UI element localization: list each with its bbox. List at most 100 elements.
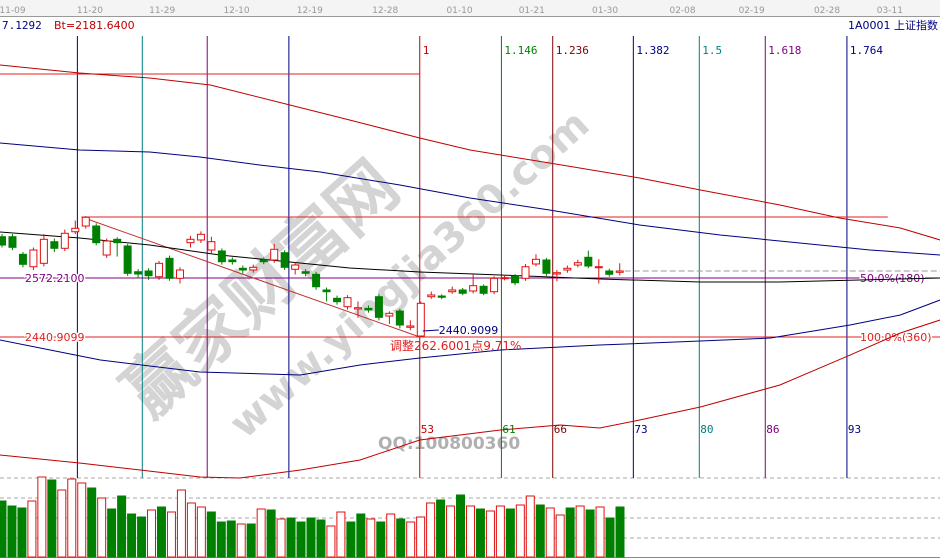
price-level-label: 2572.2100 (25, 272, 85, 285)
date-tick-label: 02-08 (669, 6, 695, 16)
indicator-line (0, 64, 940, 241)
volume-bar-down (127, 513, 137, 558)
volume-bar-up (77, 482, 87, 558)
volume-bar-up (236, 523, 246, 558)
candle-up (353, 307, 362, 310)
candle-up (594, 266, 603, 269)
date-tick-label: 12-28 (372, 6, 398, 16)
volume-bar-up (196, 506, 206, 558)
date-tick-label: 12-19 (297, 6, 323, 16)
low-point-pointer (422, 329, 439, 332)
volume-bar-down (17, 507, 27, 558)
candle-up (175, 269, 184, 279)
candle-up (448, 289, 457, 293)
volume-bar-down (216, 521, 226, 558)
volume-bar-up (27, 500, 37, 558)
volume-bar-up (57, 489, 67, 558)
volume-bar-down (475, 508, 485, 558)
candle-up (155, 262, 164, 278)
candle-up (552, 272, 561, 275)
volume-bar-up (37, 476, 47, 558)
candle-down (92, 225, 101, 244)
candle-down (123, 245, 132, 274)
volume-bar-up (276, 518, 286, 558)
candle-up (521, 266, 530, 279)
time-zone-lines: 1531.146611.236661.382731.5801.618861.76… (76, 36, 883, 478)
volume-bar-down (107, 508, 117, 558)
header-bt-label: Bt=2181.6400 (54, 19, 135, 32)
volume-bar-up (176, 489, 186, 558)
bar-count-label: 53 (421, 423, 434, 436)
candle-up (385, 312, 394, 317)
candle-down (374, 296, 383, 318)
volume-bar-down (356, 513, 366, 558)
candle-up (500, 277, 509, 280)
volume-bar-down (0, 500, 7, 558)
candle-up (490, 277, 499, 293)
candle-up (531, 258, 540, 265)
fib-ratio-label: 1.618 (768, 44, 801, 57)
candle-down (364, 307, 373, 311)
volume-bar-up (256, 508, 266, 558)
candle-down (259, 259, 268, 263)
fib-level-label: 50.0%(180) (860, 272, 925, 285)
volume-bar-down (565, 507, 575, 558)
volume-bar-up (595, 506, 605, 558)
volume-bar-down (535, 504, 545, 558)
fib-level-label: 100.0%(360) (860, 331, 932, 344)
candle-up (249, 266, 258, 271)
candle-down (228, 259, 237, 263)
candle-down (479, 285, 488, 294)
candle-down (113, 238, 122, 244)
candle-down (238, 267, 247, 271)
volume-bar-down (316, 519, 326, 558)
volume-bar-up (545, 507, 555, 558)
volume-bar-up (485, 510, 495, 558)
date-tick-label: 11-29 (149, 6, 175, 16)
volume-bar-up (525, 495, 535, 558)
indicator-line (0, 299, 940, 376)
price-levels: 2572.2100 50.0%(180) 2440.9099 100.0%(360) (0, 73, 940, 346)
date-axis: 11-09 11-20 11-29 12-10 12-19 12-28 01-10 01-21… (0, 0, 940, 17)
volume-bar-down (306, 517, 316, 558)
low-point-label: 2440.9099 (439, 324, 499, 337)
candle-down (511, 275, 520, 284)
date-tick-label: 02-19 (739, 6, 765, 16)
candle-down (437, 295, 446, 298)
header-left-value: 7.1292 (2, 19, 42, 32)
volume-bar-up (326, 525, 336, 558)
candle-up (573, 262, 582, 266)
candle-down (333, 297, 342, 303)
bar-count-label: 73 (634, 423, 647, 436)
volume-bar-up (147, 509, 157, 558)
volume-bar-down (137, 516, 147, 558)
watermark-qq: QQ:100800360 (378, 434, 520, 454)
date-tick-label: 11-09 (0, 6, 26, 16)
volume-bar-down (605, 517, 615, 558)
bar-count-label: 80 (700, 423, 713, 436)
volume-bar-up (186, 502, 196, 558)
volume-bar-up (406, 521, 416, 558)
volume-bar-down (396, 518, 406, 558)
candle-up (427, 294, 436, 298)
candle-down (134, 271, 143, 275)
volume-bar-up (97, 497, 107, 558)
volume-bar-down (206, 511, 216, 558)
candle-up (71, 227, 80, 233)
volume-bar-up (465, 505, 475, 558)
volume-bar-down (615, 506, 625, 558)
volume-bar-down (585, 509, 595, 558)
candle-up (39, 238, 48, 264)
candle-down (280, 252, 289, 268)
candle-up (469, 285, 478, 292)
candle-down (312, 273, 321, 288)
volume-bar-down (456, 494, 466, 558)
volume-bar-up (336, 511, 346, 558)
candle-up (29, 249, 38, 268)
candle-up (102, 240, 111, 256)
candle-up (406, 325, 415, 328)
volume-bar-up (575, 505, 585, 558)
